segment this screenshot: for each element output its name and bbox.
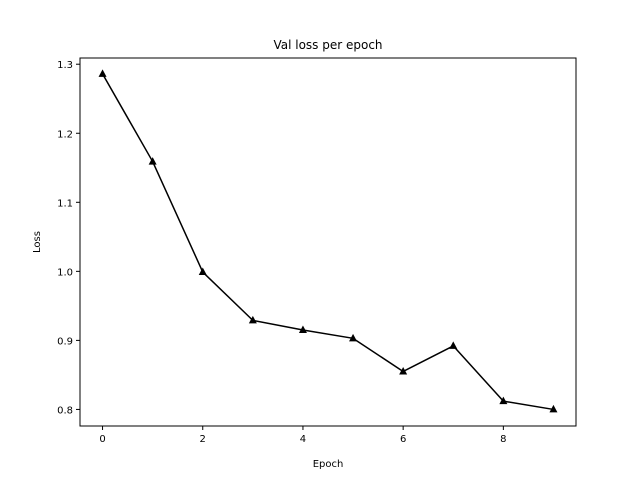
x-tick-label: 0 xyxy=(99,434,105,445)
data-point-marker xyxy=(98,69,107,77)
data-point-marker xyxy=(298,325,307,334)
x-tick-label: 2 xyxy=(200,434,206,445)
x-tick-label: 8 xyxy=(500,434,506,445)
y-tick-label: 0.8 xyxy=(57,405,73,416)
x-axis-label: Epoch xyxy=(313,459,344,470)
y-axis-label: Loss xyxy=(32,231,43,253)
series-line xyxy=(101,73,554,411)
y-tick-label: 1.2 xyxy=(57,129,73,140)
data-point-marker xyxy=(449,341,458,349)
x-tick-label: 6 xyxy=(400,434,406,445)
data-point-marker xyxy=(198,267,207,276)
data-point-marker xyxy=(148,157,157,165)
data-point-marker xyxy=(349,333,358,342)
x-tick-label: 4 xyxy=(300,434,306,445)
y-tick-label: 1.3 xyxy=(57,60,73,71)
y-tick-label: 1.0 xyxy=(57,267,73,278)
data-point-marker xyxy=(399,366,408,375)
data-point-marker xyxy=(248,315,257,324)
y-tick-label: 0.9 xyxy=(57,336,73,347)
data-point-marker xyxy=(549,404,558,413)
series-layer xyxy=(98,69,558,413)
chart-title: Val loss per epoch xyxy=(273,38,382,52)
y-tick-label: 1.1 xyxy=(57,198,73,209)
data-point-marker xyxy=(499,396,508,405)
x-axis-ticks: 0 2 4 6 8 xyxy=(99,426,507,445)
plot-area-frame xyxy=(79,57,577,427)
y-axis-ticks: 0.8 0.9 1.0 1.1 1.2 1.3 xyxy=(57,60,80,416)
